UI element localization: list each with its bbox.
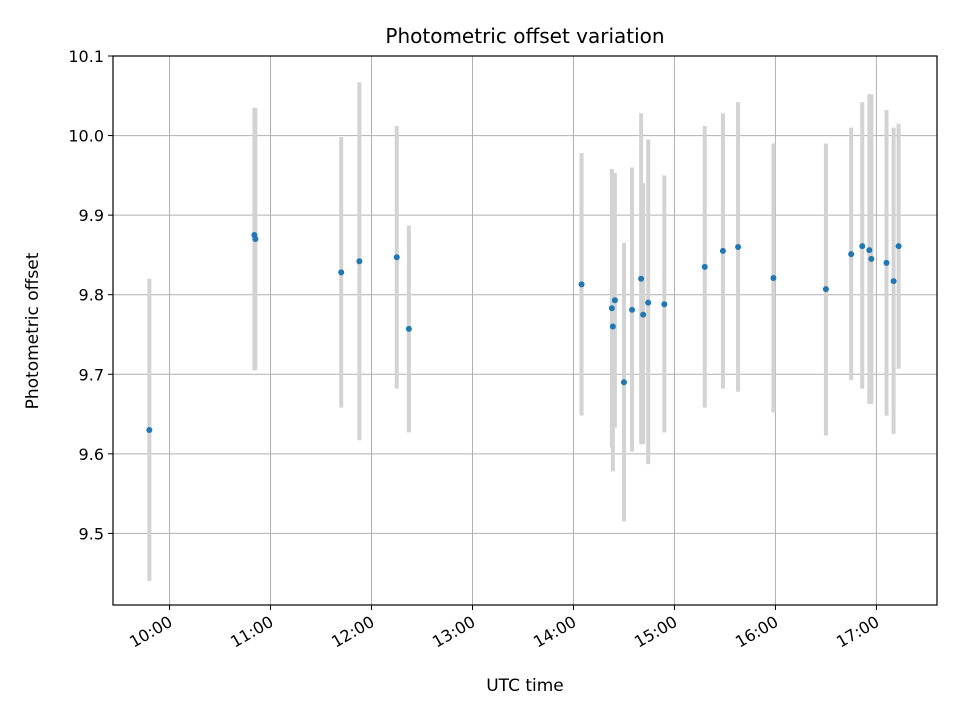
data-point xyxy=(640,311,647,318)
x-axis-label: UTC time xyxy=(486,676,564,696)
data-point xyxy=(848,251,855,258)
data-point xyxy=(252,236,259,242)
data-point xyxy=(866,247,873,254)
data-point xyxy=(701,263,708,270)
plot-frame xyxy=(112,55,938,606)
data-point xyxy=(735,243,742,250)
y-tick-label: 9.8 xyxy=(79,286,104,305)
chart-title: Photometric offset variation xyxy=(385,24,664,48)
data-point xyxy=(638,275,645,282)
data-point xyxy=(608,305,615,312)
data-point xyxy=(405,325,412,332)
y-tick-label: 9.6 xyxy=(79,445,104,464)
data-point xyxy=(393,254,400,261)
data-point xyxy=(620,379,627,386)
data-point xyxy=(719,247,726,254)
data-point xyxy=(859,243,866,250)
data-point xyxy=(895,243,902,250)
data-point xyxy=(578,281,585,288)
data-point xyxy=(629,306,636,313)
data-point xyxy=(356,258,363,265)
data-point xyxy=(822,286,829,293)
y-axis-label: Photometric offset xyxy=(23,252,43,409)
grid xyxy=(113,55,937,605)
data-point xyxy=(146,426,153,433)
data-points xyxy=(146,232,902,433)
y-tick-label: 9.5 xyxy=(79,524,104,543)
y-tick-label: 9.7 xyxy=(79,365,104,384)
data-point xyxy=(890,278,897,285)
y-axis: 9.5 9.6 9.7 9.8 9.9 10.0 10.1 xyxy=(68,47,113,543)
y-tick-label: 10.1 xyxy=(68,47,104,66)
data-point xyxy=(661,301,668,308)
data-point xyxy=(611,297,618,304)
data-point xyxy=(770,274,777,281)
data-point xyxy=(883,259,890,266)
y-tick-label: 10.0 xyxy=(68,127,104,146)
data-point xyxy=(338,269,345,276)
data-point xyxy=(645,299,652,306)
y-tick-label: 9.9 xyxy=(79,206,104,225)
data-point xyxy=(868,255,875,262)
data-point xyxy=(609,323,616,330)
